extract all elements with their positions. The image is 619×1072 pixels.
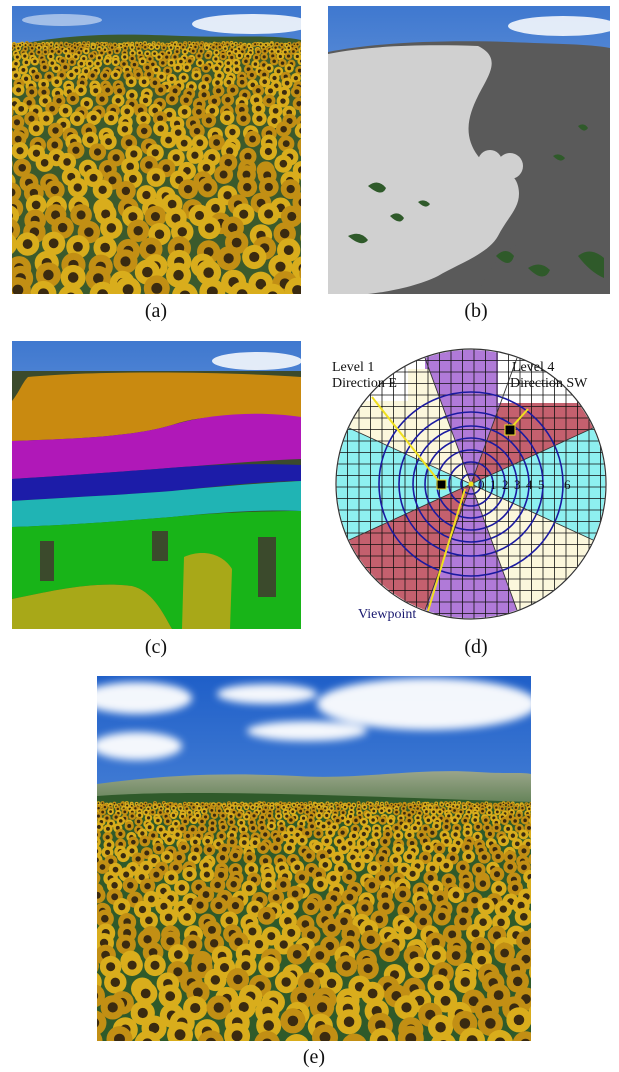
label-direction-e: Direction E: [332, 376, 397, 391]
ring-number-2: 2: [502, 477, 509, 492]
caption-a: (a): [144, 300, 168, 322]
ring-number-5: 5: [538, 477, 545, 492]
caption-d: (d): [464, 636, 488, 658]
level4-direction-sw-cell: [504, 424, 516, 436]
sector-boundaries: [348, 357, 594, 611]
visibility-mask-image-b: [328, 6, 610, 294]
caption-e: (e): [302, 1046, 326, 1068]
label-direction-sw: Direction SW: [510, 376, 588, 391]
viewpoint-marker: [468, 481, 474, 487]
ring-number-0: 0: [478, 477, 485, 492]
level-coloring-image-c: [12, 341, 301, 629]
label-level1: Level 1: [332, 360, 374, 375]
caption-c: (c): [144, 636, 168, 658]
ring-number-3: 3: [514, 477, 521, 492]
panel-a-sunflower-field: [12, 6, 301, 294]
level-rings: [378, 391, 564, 577]
label-viewpoint: Viewpoint: [358, 607, 416, 622]
ring-number-6: 6: [564, 477, 571, 492]
ring-number-4: 4: [526, 477, 533, 492]
caption-b: (b): [464, 300, 488, 322]
ring-number-1: 1: [490, 477, 497, 492]
panel-c-level-coloring: [12, 341, 301, 629]
sunflower-field-image-a: [12, 6, 301, 294]
level1-direction-e-cell: [436, 479, 447, 490]
panel-e-rendered-landscape: [97, 676, 531, 1041]
rendered-landscape-image-e: [97, 676, 531, 1041]
panel-b-visibility-mask: [328, 6, 610, 294]
outer-circle: [335, 348, 607, 620]
label-level4: Level 4: [512, 360, 554, 375]
